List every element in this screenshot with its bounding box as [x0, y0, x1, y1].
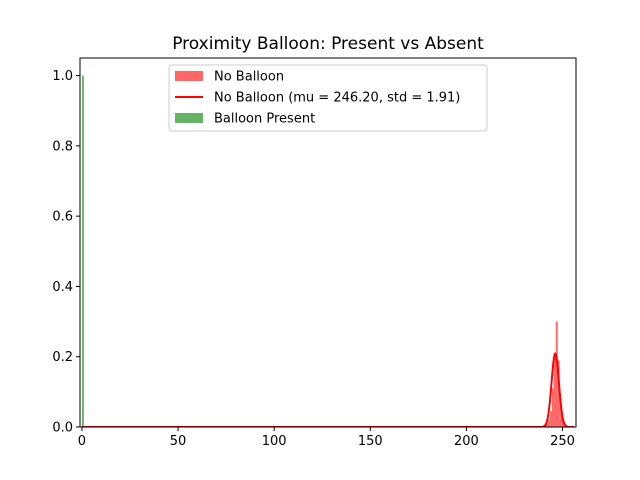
legend-label: Balloon Present	[214, 112, 315, 127]
legend-box	[168, 64, 488, 132]
hist-bar-0-8	[559, 398, 562, 427]
hist-bar-0-4	[551, 388, 554, 427]
y-tick-label: 0.4	[52, 280, 73, 295]
hist-bar-0-6	[555, 321, 558, 427]
legend-label: No Balloon (mu = 246.20, std = 1.91)	[214, 91, 460, 106]
axes-frame	[79, 57, 577, 428]
y-tick-label: 1.0	[52, 69, 73, 84]
hist-bar-0-3	[550, 411, 552, 427]
hist-bar-0-7	[557, 360, 560, 427]
y-tick-label: 0.2	[52, 350, 73, 365]
x-tick-label: 100	[262, 434, 287, 449]
x-tick-label: 0	[78, 434, 86, 449]
x-tick-label: 250	[550, 434, 575, 449]
y-tick-label: 0.6	[52, 210, 73, 225]
axes: 0 50 100 150 200 250 0.0 0.2 0.4 0.6 0.8 1.0	[52, 57, 577, 449]
hist-bar-0-9	[561, 416, 564, 427]
hist-bar-0-1	[546, 423, 549, 427]
legend-swatch	[175, 71, 203, 81]
hist-bar-0-5	[553, 356, 556, 427]
x-tick-label: 150	[358, 434, 383, 449]
y-tick-label: 0.8	[52, 139, 73, 154]
plot-marks	[81, 75, 575, 427]
x-tick-label: 200	[454, 434, 479, 449]
legend-label: No Balloon	[214, 70, 284, 85]
chart-title: Proximity Balloon: Present vs Absent	[172, 34, 484, 54]
plot-area	[81, 75, 575, 427]
legend: No Balloon No Balloon (mu = 246.20, std =…	[168, 64, 488, 132]
x-tick-label: 50	[170, 434, 187, 449]
y-tick-label: 0.0	[52, 421, 73, 436]
hist-bar-2-0	[81, 75, 84, 427]
legend-swatch	[175, 113, 203, 123]
hist-bar-0-2	[548, 419, 551, 427]
